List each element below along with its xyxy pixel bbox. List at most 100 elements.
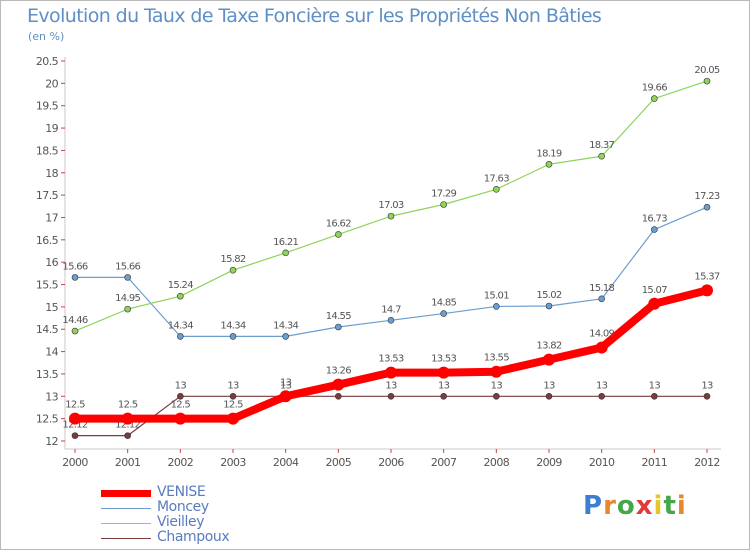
logo-letter: r <box>603 491 617 521</box>
data-point-champoux <box>651 392 658 400</box>
data-label-champoux: 12.12 <box>115 420 140 431</box>
data-point-champoux <box>703 392 711 400</box>
data-point-moncey <box>493 303 500 310</box>
y-tick-label: 14.5 <box>36 323 59 336</box>
legend-label-venise: VENISE <box>157 484 206 500</box>
y-tick-label: 15 <box>45 301 58 314</box>
data-point-champoux <box>71 432 79 439</box>
data-point-champoux <box>124 432 131 439</box>
data-label-champoux: 13 <box>175 380 187 391</box>
data-label-venise: 14.09 <box>589 329 614 340</box>
data-label-vieilley: 16.62 <box>326 218 351 229</box>
data-label-moncey: 16.73 <box>642 214 667 225</box>
y-tick-label: 18 <box>45 167 58 180</box>
data-point-moncey <box>651 226 658 233</box>
data-point-moncey <box>124 274 131 281</box>
data-label-champoux: 13 <box>227 380 239 391</box>
y-tick-label: 15.5 <box>36 279 59 292</box>
x-tick-label: 2008 <box>484 456 510 469</box>
data-point-venise <box>69 412 81 425</box>
logo-letter: o <box>616 491 636 521</box>
data-point-vieilley <box>282 249 289 257</box>
data-point-moncey <box>282 333 289 340</box>
y-tick-label: 12 <box>45 435 58 448</box>
data-point-vieilley <box>177 292 184 300</box>
data-point-champoux <box>335 392 342 400</box>
data-label-champoux: 13 <box>701 380 713 391</box>
data-label-venise: 13.53 <box>431 354 456 365</box>
data-label-venise: 13.82 <box>536 341 561 352</box>
y-tick-label: 17 <box>45 211 58 224</box>
data-label-moncey: 15.02 <box>536 290 561 301</box>
y-tick-label: 13 <box>45 390 58 403</box>
y-tick-label: 17.5 <box>36 189 59 202</box>
data-label-venise: 13 <box>280 377 292 388</box>
legend-label-vieilley: Vieilley <box>157 514 205 530</box>
x-tick-label: 2006 <box>378 456 404 469</box>
data-point-vieilley <box>335 231 342 238</box>
x-tick-label: 2011 <box>642 456 668 469</box>
data-label-moncey: 15.01 <box>484 290 509 301</box>
data-point-moncey <box>545 302 553 310</box>
data-point-champoux <box>229 392 237 400</box>
data-label-vieilley: 14.46 <box>62 315 87 326</box>
data-label-champoux: 12.12 <box>62 420 87 431</box>
data-label-moncey: 14.34 <box>168 320 193 331</box>
data-point-champoux <box>493 392 500 400</box>
data-label-vieilley: 14.95 <box>115 293 140 304</box>
data-point-venise <box>648 297 661 310</box>
data-point-vieilley <box>703 77 711 85</box>
data-point-moncey <box>598 295 605 303</box>
data-label-vieilley: 16.21 <box>273 237 298 248</box>
data-point-champoux <box>545 392 553 400</box>
y-tick-label: 16.5 <box>36 234 59 247</box>
data-label-vieilley: 15.24 <box>168 280 193 291</box>
logo-letter: i <box>653 491 664 521</box>
data-label-venise: 12.5 <box>171 400 191 411</box>
data-label-champoux: 13 <box>438 380 450 391</box>
legend-label-champoux: Champoux <box>157 529 230 545</box>
data-label-vieilley: 17.63 <box>484 173 509 184</box>
data-point-vieilley <box>387 212 395 220</box>
data-label-moncey: 14.34 <box>220 320 245 331</box>
logo-letter: t <box>663 491 677 521</box>
x-tick-label: 2007 <box>431 456 457 469</box>
logo-letter: i <box>676 491 687 521</box>
data-label-venise: 13.55 <box>484 353 509 364</box>
y-tick-label: 18.5 <box>36 144 59 157</box>
data-label-vieilley: 17.29 <box>431 189 456 200</box>
data-label-moncey: 14.55 <box>326 311 351 322</box>
data-label-vieilley: 20.05 <box>694 65 719 76</box>
data-label-champoux: 13 <box>491 380 503 391</box>
legend-swatch-vieilley <box>101 523 151 524</box>
data-label-moncey: 15.18 <box>589 283 614 294</box>
chart-title: Evolution du Taux de Taxe Foncière sur l… <box>27 5 602 27</box>
data-point-vieilley <box>124 305 131 313</box>
data-label-moncey: 14.85 <box>431 298 456 309</box>
data-label-venise: 13.53 <box>378 354 403 365</box>
x-tick-label: 2000 <box>62 456 88 469</box>
data-point-venise <box>227 412 239 425</box>
data-label-vieilley: 19.66 <box>642 83 667 94</box>
data-point-vieilley <box>71 327 79 335</box>
data-point-venise <box>121 412 134 425</box>
y-tick-label: 16 <box>45 256 58 269</box>
data-label-vieilley: 15.82 <box>220 254 245 265</box>
logo-letter: P <box>583 491 604 521</box>
data-point-venise <box>490 365 503 378</box>
data-label-venise: 12.5 <box>65 400 85 411</box>
x-tick-label: 2002 <box>168 456 194 469</box>
x-tick-label: 2001 <box>115 456 141 469</box>
data-label-vieilley: 17.03 <box>378 200 403 211</box>
data-label-moncey: 14.34 <box>273 320 298 331</box>
data-label-moncey: 14.7 <box>381 304 401 315</box>
data-point-vieilley <box>229 266 237 274</box>
data-label-vieilley: 18.37 <box>589 140 614 151</box>
x-tick-label: 2003 <box>220 456 246 469</box>
y-tick-label: 14 <box>45 346 58 359</box>
legend-label-moncey: Moncey <box>157 499 209 515</box>
x-tick-label: 2012 <box>694 456 720 469</box>
x-tick-label: 2004 <box>273 456 299 469</box>
